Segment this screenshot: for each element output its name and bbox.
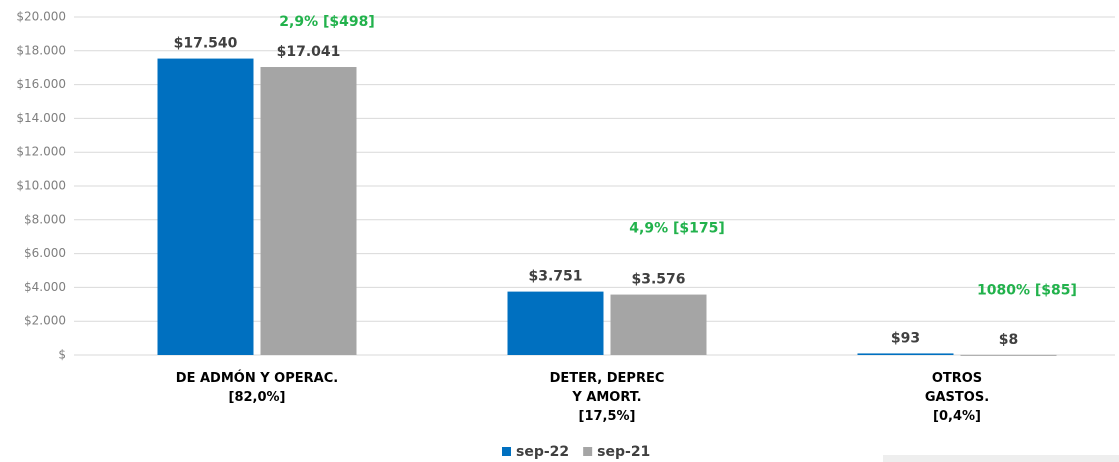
x-tick-label: DETER, DEPREC Y AMORT. [17,5%] <box>550 371 665 424</box>
panel-edge <box>883 455 1119 462</box>
bar <box>260 67 357 355</box>
y-tick-label: $16.000 <box>16 77 66 91</box>
legend-swatch <box>583 447 593 456</box>
annotation: 4,9% [$175] <box>629 221 724 237</box>
value-label: $3.576 <box>631 272 685 288</box>
value-label: $93 <box>891 330 920 346</box>
x-tick-label: OTROS GASTOS. [0,4%] <box>925 371 989 424</box>
legend-label: sep-21 <box>597 444 650 460</box>
value-label: $8 <box>999 332 1018 348</box>
legend-swatch <box>502 447 511 456</box>
bar <box>857 353 954 355</box>
y-tick-label: $18.000 <box>16 43 66 57</box>
y-tick-label: $10.000 <box>16 179 66 193</box>
legend-label: sep-22 <box>516 444 569 460</box>
bar <box>960 354 1057 356</box>
y-tick-label: $14.000 <box>16 111 66 125</box>
value-label: $17.540 <box>174 36 238 52</box>
value-label: $3.751 <box>528 269 582 285</box>
x-tick-label: DE ADMÓN Y OPERAC. [82,0%] <box>176 370 338 405</box>
y-tick-label: $2.000 <box>24 314 66 328</box>
bar <box>610 294 707 355</box>
y-tick-label: $6.000 <box>24 246 66 260</box>
annotation: 2,9% [$498] <box>279 14 374 30</box>
bar <box>157 58 254 355</box>
value-label: $17.041 <box>277 44 341 60</box>
y-tick-label: $8.000 <box>24 212 66 226</box>
y-tick-label: $20.000 <box>16 10 66 24</box>
annotation: 1080% [$85] <box>977 282 1077 298</box>
bar <box>507 291 604 355</box>
y-tick-label: $4.000 <box>24 280 66 294</box>
y-tick-label: $ <box>58 348 66 362</box>
y-tick-label: $12.000 <box>16 145 66 159</box>
